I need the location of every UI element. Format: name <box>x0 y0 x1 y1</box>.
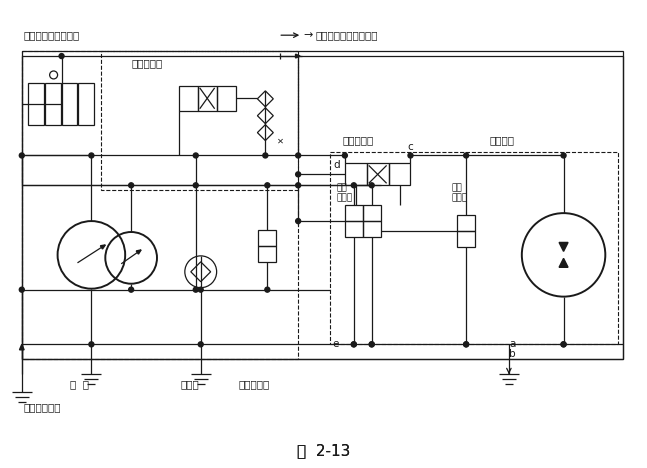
Bar <box>179 86 198 111</box>
Circle shape <box>193 287 198 292</box>
Circle shape <box>464 153 468 158</box>
Text: 高氏: 高氏 <box>337 184 347 193</box>
Circle shape <box>296 219 301 224</box>
Text: c: c <box>408 142 413 153</box>
Text: →: → <box>303 30 313 40</box>
Text: 溢流鄀: 溢流鄀 <box>451 194 467 203</box>
Bar <box>22 51 623 359</box>
Bar <box>22 51 298 359</box>
Text: a: a <box>509 339 515 349</box>
Circle shape <box>198 287 203 292</box>
Circle shape <box>351 342 356 347</box>
Polygon shape <box>559 242 568 251</box>
Bar <box>258 246 276 262</box>
Circle shape <box>408 153 413 158</box>
Bar <box>367 163 389 185</box>
Bar <box>389 163 410 185</box>
Bar <box>45 83 61 124</box>
Bar <box>345 221 363 237</box>
Text: 來自拌和系統壓力油路: 來自拌和系統壓力油路 <box>315 30 378 40</box>
Circle shape <box>129 287 134 292</box>
Bar <box>217 86 236 111</box>
Bar <box>345 163 367 185</box>
Circle shape <box>296 153 301 158</box>
Circle shape <box>561 153 566 158</box>
Circle shape <box>193 153 198 158</box>
Circle shape <box>351 342 356 347</box>
Circle shape <box>265 287 270 292</box>
Text: 功率分配鄀: 功率分配鄀 <box>131 58 162 68</box>
Text: 液壓換向鄀: 液壓換向鄀 <box>343 136 374 146</box>
Text: 主液壓泵流量控制阀: 主液壓泵流量控制阀 <box>24 30 80 40</box>
Text: 安全鄀: 安全鄀 <box>337 194 353 203</box>
Bar <box>78 83 94 124</box>
Circle shape <box>369 342 374 347</box>
Polygon shape <box>19 344 24 350</box>
Bar <box>28 83 43 124</box>
Circle shape <box>129 183 134 188</box>
Bar <box>198 86 217 111</box>
Circle shape <box>464 342 468 347</box>
Text: 图  2-13: 图 2-13 <box>298 443 351 458</box>
Text: 液壓馬達: 液壓馬達 <box>489 136 514 146</box>
Bar <box>61 83 78 124</box>
Text: ✕: ✕ <box>278 137 284 146</box>
Bar <box>363 205 380 221</box>
Text: 冷卻: 冷卻 <box>451 184 462 193</box>
Circle shape <box>19 153 25 158</box>
Circle shape <box>19 287 25 292</box>
Polygon shape <box>137 250 141 254</box>
Circle shape <box>265 183 270 188</box>
Circle shape <box>369 342 374 347</box>
Circle shape <box>464 342 468 347</box>
Text: 補油泵: 補油泵 <box>181 379 200 389</box>
Circle shape <box>351 183 356 188</box>
Circle shape <box>89 342 94 347</box>
Bar <box>363 221 380 237</box>
Circle shape <box>561 342 566 347</box>
Circle shape <box>561 342 566 347</box>
Circle shape <box>198 342 203 347</box>
Bar <box>102 51 298 190</box>
Text: 來自轉向系統: 來自轉向系統 <box>24 402 61 412</box>
Text: 图  2-13: 图 2-13 <box>298 443 351 458</box>
Circle shape <box>59 53 64 58</box>
Text: d: d <box>333 161 340 170</box>
Circle shape <box>296 172 301 177</box>
Circle shape <box>263 153 268 158</box>
Circle shape <box>193 183 198 188</box>
Polygon shape <box>559 258 568 267</box>
Polygon shape <box>296 54 300 58</box>
Bar <box>258 230 276 246</box>
Text: e: e <box>332 339 338 349</box>
Text: b: b <box>509 349 516 359</box>
Bar <box>457 215 475 231</box>
Bar <box>457 231 475 247</box>
Text: 補油溢流鄀: 補油溢流鄀 <box>239 379 270 389</box>
Circle shape <box>89 153 94 158</box>
Circle shape <box>296 183 301 188</box>
Bar <box>330 153 619 344</box>
Text: 主  泵: 主 泵 <box>69 379 89 389</box>
Bar <box>345 205 363 221</box>
Circle shape <box>342 153 347 158</box>
Polygon shape <box>100 245 105 249</box>
Circle shape <box>369 183 374 188</box>
